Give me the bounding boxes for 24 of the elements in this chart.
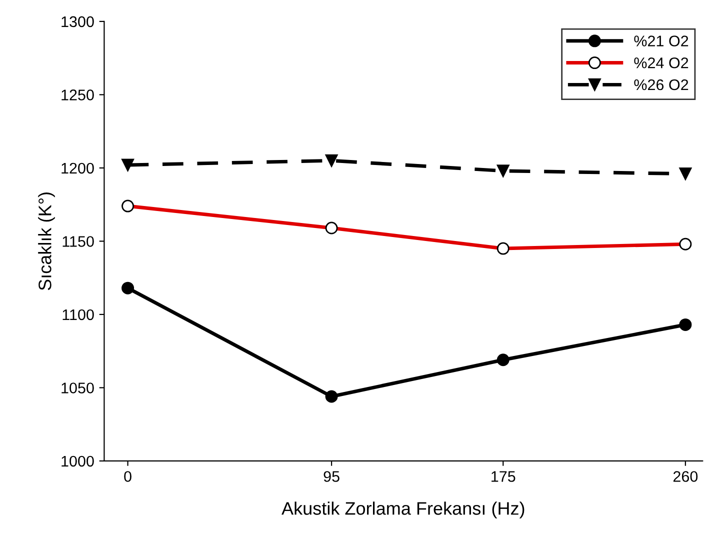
y-tick-label: 1100	[62, 309, 94, 320]
point	[679, 168, 692, 180]
point	[679, 318, 692, 331]
point	[122, 158, 134, 172]
y-tick-label: 1150	[62, 236, 94, 247]
point	[325, 390, 338, 403]
point	[325, 154, 338, 167]
point	[496, 354, 510, 366]
y-tick-label: 1250	[62, 90, 94, 100]
x-tick-label: 95	[324, 471, 340, 482]
y-tick-label: 1000	[62, 456, 94, 467]
legend-label: %26 O2	[634, 79, 688, 90]
point	[496, 164, 510, 178]
y-tick-label: 1300	[62, 16, 94, 28]
x-tick-label: 260	[673, 471, 698, 482]
y-tick-label: 1050	[62, 382, 94, 394]
y-axis-title: Sıcaklık (K°)	[38, 192, 55, 290]
x-tick-label: 0	[124, 471, 132, 482]
x-axis-title: Akustik Zorlama Frekansı (Hz)	[282, 502, 524, 518]
point	[122, 282, 134, 294]
y-tick-label: 1200	[62, 162, 94, 174]
legend-label: %21 O2	[634, 36, 688, 46]
legend-label: %24 O2	[634, 57, 688, 68]
x-tick-label: 175	[492, 471, 516, 482]
